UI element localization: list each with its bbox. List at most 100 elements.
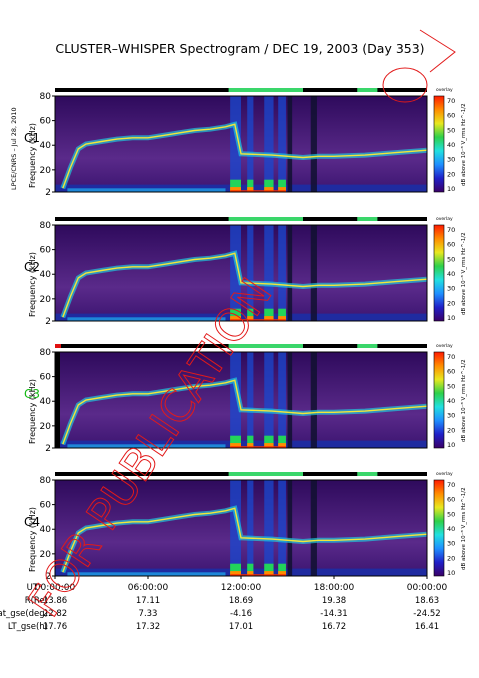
y-axis-label: Frequency (kHz) — [28, 123, 37, 188]
colorbar-top-label: overlay — [436, 343, 453, 349]
orbit-value: 17.32 — [136, 622, 160, 632]
intense-emission — [230, 308, 241, 321]
colorbar-label: dB above 10⁻⁸ V_rms Hz^-1/2 — [460, 487, 467, 570]
intense-emission-core — [230, 574, 286, 576]
broadband-emission — [247, 96, 254, 192]
colorbar-tick-label: 70 — [447, 226, 455, 234]
colorbar-tick-label: 60 — [447, 241, 455, 249]
intense-emission — [230, 179, 241, 192]
orbit-row-label: UT — [27, 583, 39, 593]
y-tick-label: 80 — [40, 348, 52, 358]
broadband-emission — [230, 352, 241, 448]
colorbar-tick-label: 40 — [447, 270, 455, 278]
intense-emission-core — [230, 319, 286, 321]
x-tick-label: 00:00:00 — [35, 583, 76, 593]
colorbar-label: dB above 10⁻⁸ V_rms Hz^-1/2 — [460, 359, 467, 442]
status-bar-segment — [357, 344, 378, 348]
orbit-value: -14.31 — [320, 609, 347, 619]
orbit-table: UT R(Re)13.86 17.11 18.69 19.38 18.63 Lat_gse(… — [0, 583, 441, 632]
colorbar-scale — [433, 351, 445, 449]
data-gap — [287, 96, 293, 192]
colorbar: overlay 10 20 30 40 50 60 70 dB above 10⁻⁸ V_rms… — [433, 87, 467, 193]
intense-emission — [278, 435, 286, 448]
intense-emission — [278, 563, 286, 576]
colorbar-tick-label: 70 — [447, 353, 455, 361]
status-bar — [55, 88, 427, 92]
data-gap — [287, 225, 293, 321]
colorbar-top-label: overlay — [436, 216, 453, 222]
y-tick-label: 20 — [40, 295, 52, 305]
intense-emission-core — [278, 571, 286, 576]
colorbar-scale — [433, 479, 445, 577]
colorbar-tick-label: 50 — [447, 510, 455, 518]
y-tick-label: 60 — [40, 117, 52, 127]
y-tick-label: 60 — [40, 246, 52, 256]
y-tick-label: 2 — [45, 188, 51, 198]
colorbar-tick-label: 30 — [447, 156, 455, 164]
low-frequency-band — [67, 444, 226, 448]
spacecraft-label: C4 — [24, 515, 40, 529]
y-tick-label: 40 — [40, 397, 52, 407]
orbit-value: 19.38 — [322, 596, 346, 606]
colorbar-tick-label: 20 — [447, 554, 455, 562]
intense-emission — [264, 179, 274, 192]
intense-emission — [278, 179, 286, 192]
orbit-value: 16.72 — [322, 622, 346, 632]
y-axis-label: Frequency (kHz) — [28, 252, 37, 317]
colorbar-scale — [433, 224, 445, 322]
orbit-value: 13.86 — [43, 596, 67, 606]
status-bar-segment — [228, 344, 303, 348]
intense-emission-core — [230, 446, 286, 448]
intense-emission-core — [278, 187, 286, 192]
broadband-emission — [264, 96, 274, 192]
colorbar-scale — [433, 95, 445, 193]
intense-emission-core — [247, 443, 254, 448]
status-bar-segment — [228, 217, 303, 221]
spacecraft-label: C1 — [24, 131, 40, 145]
intense-emission — [264, 308, 274, 321]
intense-emission-core — [230, 187, 241, 192]
watermark-circle — [382, 67, 428, 103]
broadband-emission — [264, 480, 274, 576]
orbit-value: 7.33 — [139, 609, 158, 619]
intense-emission-core — [264, 571, 274, 576]
status-bar-segment — [357, 88, 378, 92]
colorbar-tick-label: 70 — [447, 481, 455, 489]
emission-line — [62, 123, 428, 189]
intense-emission — [247, 435, 254, 448]
y-tick-label: 40 — [40, 141, 52, 151]
broadband-emission — [247, 480, 254, 576]
intense-emission-core — [230, 316, 241, 321]
panel-c4: 2 20 40 60 80 Frequency (kHz)C4 overlay 10 20 30 4… — [24, 471, 467, 582]
colorbar-tick-label: 50 — [447, 255, 455, 263]
status-bar-segment — [357, 472, 378, 476]
orbit-row-label: Lat_gse(deg) — [0, 609, 48, 619]
orbit-value: 17.11 — [136, 596, 160, 606]
orbit-value: 22.82 — [43, 609, 67, 619]
broadband-emission — [278, 96, 286, 192]
low-frequency-band — [67, 188, 226, 192]
intense-emission — [278, 308, 286, 321]
intense-emission — [230, 435, 241, 448]
orbit-value: 17.76 — [43, 622, 67, 632]
intense-emission-core — [230, 571, 241, 576]
data-gap — [310, 480, 317, 576]
intense-emission-core — [278, 316, 286, 321]
status-bar-segment — [228, 88, 303, 92]
x-tick-label: 18:00:00 — [314, 583, 355, 593]
data-gap — [310, 225, 317, 321]
data-gap — [287, 352, 293, 448]
status-bar-segment — [228, 472, 303, 476]
colorbar-tick-label: 20 — [447, 299, 455, 307]
colorbar-tick-label: 40 — [447, 397, 455, 405]
broadband-emission — [278, 352, 286, 448]
intense-emission-core — [230, 443, 241, 448]
spacecraft-label: C2 — [24, 260, 40, 274]
panel-c2: 2 20 40 60 80 Frequency (kHz)C2 overlay 10 20 30 4… — [24, 216, 467, 327]
data-gap — [55, 352, 60, 448]
colorbar-tick-label: 30 — [447, 412, 455, 420]
y-tick-label: 20 — [40, 166, 52, 176]
colorbar-tick-label: 20 — [447, 170, 455, 178]
